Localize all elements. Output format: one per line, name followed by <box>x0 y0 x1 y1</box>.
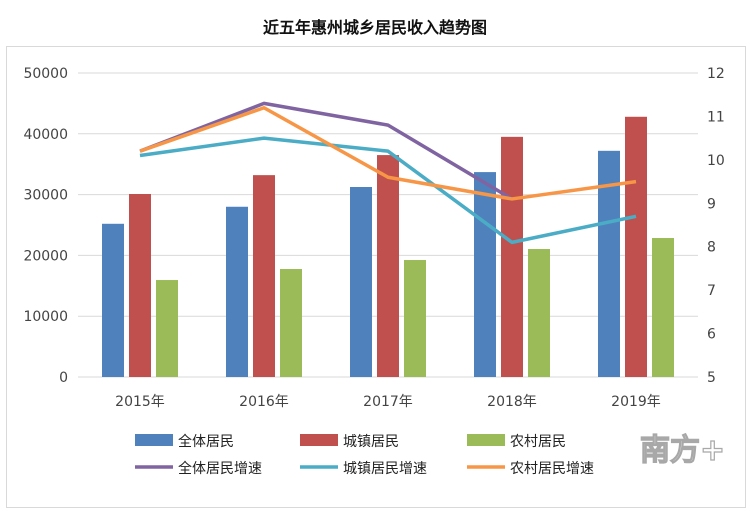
legend-swatch <box>300 434 338 446</box>
right-axis-tick: 5 <box>707 370 716 386</box>
legend-label: 全体居民 <box>178 433 234 450</box>
legend-label: 农村居民增速 <box>510 461 594 477</box>
bar-2-2015年 <box>129 193 151 377</box>
right-axis-tick: 11 <box>707 109 725 125</box>
legend-label: 城镇居民增速 <box>343 461 427 477</box>
bar-3-2018年 <box>528 249 550 377</box>
right-axis-tick: 7 <box>707 283 716 299</box>
legend-label: 农村居民 <box>510 434 566 450</box>
bar-2-2019年 <box>625 116 647 377</box>
right-axis-tick: 12 <box>707 66 725 82</box>
line-series-1 <box>139 101 513 201</box>
bar-3-2017年 <box>404 260 426 377</box>
right-axis-tick: 8 <box>707 240 716 256</box>
bar-2-2017年 <box>377 155 399 377</box>
line-series-2 <box>139 136 637 245</box>
chart-frame <box>6 46 746 508</box>
bar-1-2017年 <box>350 187 372 377</box>
legend-label: 全体居民增速 <box>178 460 262 477</box>
right-axis-tick: 10 <box>707 153 725 169</box>
x-axis-tick: 2015年 <box>115 394 165 410</box>
left-axis-tick: 40000 <box>23 127 68 143</box>
x-axis-tick: 2019年 <box>611 394 661 410</box>
x-axis-tick: 2016年 <box>239 394 289 410</box>
x-axis-tick: 2017年 <box>363 394 413 410</box>
left-axis-tick: 0 <box>59 370 68 386</box>
right-axis-tick: 9 <box>707 196 716 212</box>
left-axis-tick: 10000 <box>23 309 68 325</box>
bar-3-2016年 <box>280 269 302 377</box>
legend-swatch <box>467 434 505 446</box>
bar-1-2018年 <box>474 172 496 377</box>
watermark-logo: 南方+ <box>640 433 725 468</box>
bar-2-2016年 <box>253 175 275 377</box>
x-axis-tick: 2018年 <box>487 394 537 410</box>
legend-swatch <box>135 434 173 446</box>
right-axis-tick: 6 <box>707 327 716 343</box>
chart-title: 近五年惠州城乡居民收入趋势图 <box>262 18 487 37</box>
bar-3-2015年 <box>156 280 178 377</box>
bar-1-2019年 <box>598 150 620 377</box>
left-axis-tick: 50000 <box>23 66 68 82</box>
legend-label: 城镇居民 <box>343 434 399 450</box>
left-axis-tick: 20000 <box>23 248 68 264</box>
bar-1-2015年 <box>102 223 124 377</box>
bar-1-2016年 <box>226 206 248 377</box>
bar-2-2018年 <box>501 136 523 377</box>
line-series-3 <box>139 105 637 201</box>
bar-3-2019年 <box>652 238 674 377</box>
left-axis-tick: 30000 <box>23 188 68 204</box>
